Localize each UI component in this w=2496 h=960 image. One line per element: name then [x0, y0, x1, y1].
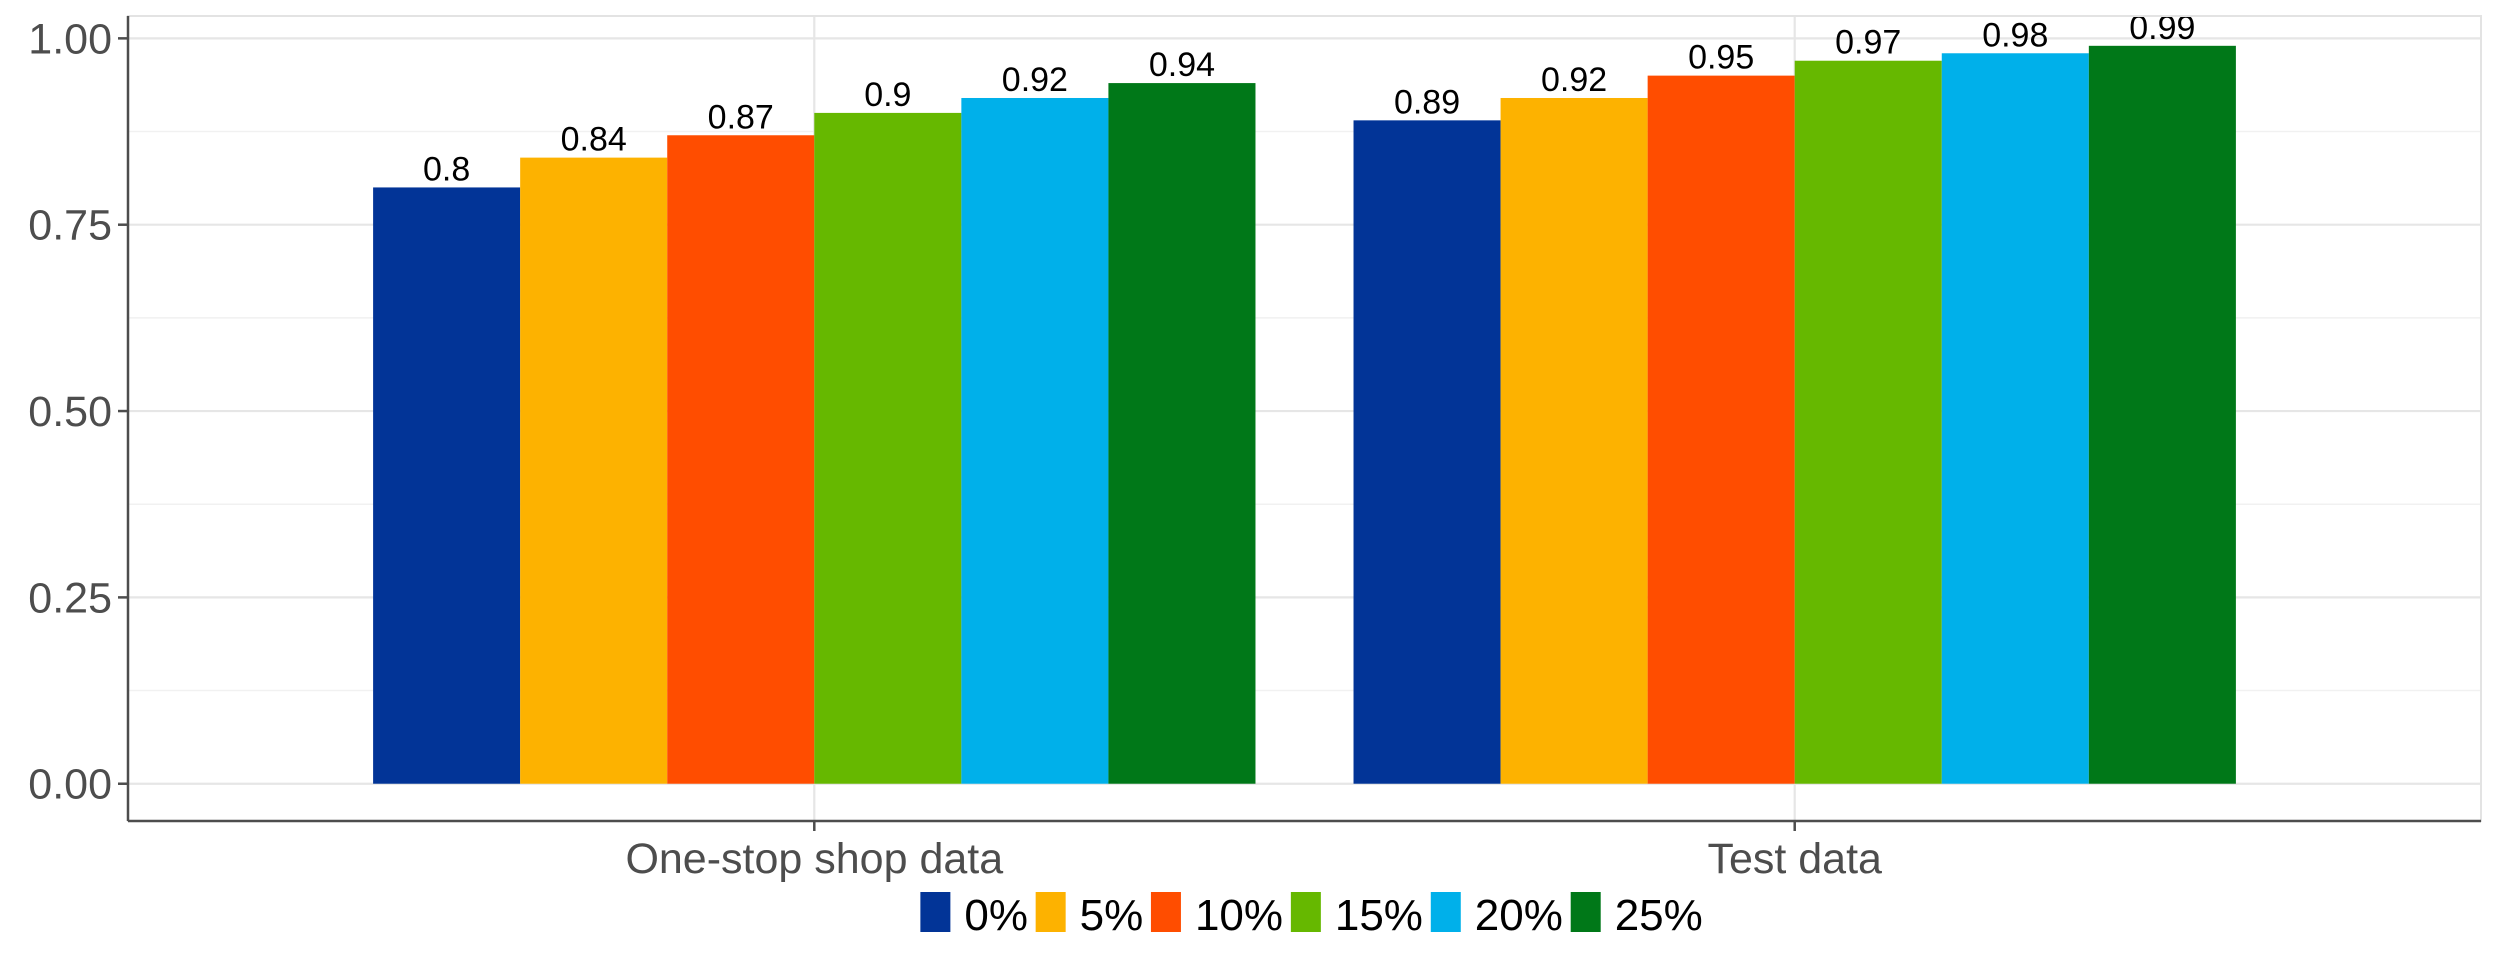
bar-value-label: 0.9	[864, 76, 911, 114]
bar	[373, 187, 521, 784]
legend-label: 20%	[1475, 891, 1563, 940]
legend-label: 0%	[964, 891, 1028, 940]
bar-value-label: 0.8	[423, 150, 470, 188]
legend-label: 5%	[1080, 891, 1144, 940]
legend-item: 0%	[920, 891, 1028, 940]
y-tick-label: 0.75	[28, 202, 112, 250]
bar	[961, 97, 1109, 784]
legend-label: 15%	[1335, 891, 1423, 940]
legend-key	[1430, 892, 1461, 932]
y-tick-label: 0.00	[28, 761, 112, 809]
bar-value-label: 0.87	[708, 98, 774, 136]
legend-item: 20%	[1430, 891, 1563, 940]
bar	[1647, 75, 1795, 784]
legend-key	[1290, 892, 1321, 932]
y-tick-label: 0.50	[28, 388, 112, 436]
x-tick-label: Test data	[1707, 835, 1882, 883]
bar	[2088, 45, 2236, 784]
bar-value-label: 0.97	[1835, 24, 1901, 62]
legend-label: 10%	[1195, 891, 1283, 940]
legend-key	[1035, 892, 1066, 932]
legend-item: 5%	[1035, 891, 1144, 940]
bar-value-label: 0.98	[1982, 16, 2048, 54]
y-tick-label: 1.00	[28, 15, 112, 63]
x-tick-label: One-stop shop data	[625, 835, 1003, 883]
bar	[1353, 120, 1501, 784]
bar-value-label: 0.84	[561, 121, 627, 159]
bar	[1500, 97, 1648, 784]
legend-item: 25%	[1570, 891, 1703, 940]
legend-item: 15%	[1290, 891, 1423, 940]
y-axis: 0.00 0.25 0.50 0.75 1.00	[28, 15, 128, 809]
legend: 0% 5% 10% 15% 20% 25%	[920, 891, 1703, 940]
legend-key	[1570, 892, 1601, 932]
bar-value-label: 0.92	[1541, 61, 1607, 99]
bar-value-label: 0.89	[1394, 83, 1460, 121]
bar	[520, 157, 668, 784]
bar	[667, 135, 815, 784]
legend-key	[920, 892, 951, 932]
bar	[1108, 83, 1256, 784]
legend-key	[1150, 892, 1181, 932]
bar	[1941, 53, 2089, 784]
y-tick-label: 0.25	[28, 574, 112, 622]
bars	[373, 45, 2236, 784]
bar-value-label: 0.99	[2129, 9, 2195, 47]
bar-value-label: 0.95	[1688, 39, 1754, 77]
legend-item: 10%	[1150, 891, 1283, 940]
x-axis: One-stop shop data Test data	[625, 821, 1882, 883]
bar	[814, 112, 962, 784]
bar-value-label: 0.94	[1149, 46, 1215, 84]
legend-label: 25%	[1615, 891, 1703, 940]
bar-value-label: 0.92	[1002, 61, 1068, 99]
bar	[1794, 60, 1942, 784]
